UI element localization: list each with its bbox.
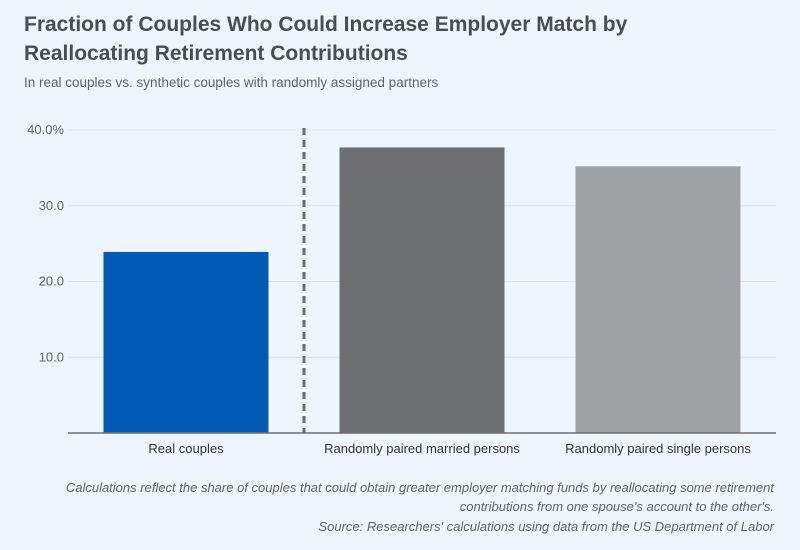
chart-note: Calculations reflect the share of couple… bbox=[65, 480, 774, 514]
chart-source: Source: Researchers' calculations using … bbox=[318, 519, 774, 534]
y-tick-label: 40.0% bbox=[27, 122, 64, 137]
y-tick-label: 10.0 bbox=[39, 349, 64, 364]
x-category-label: Randomly paired married persons bbox=[324, 441, 520, 456]
x-category-label: Randomly paired single persons bbox=[565, 441, 751, 456]
bar-chart: 10.0 20.0 30.0 40.0% Real couples Randomly pa… bbox=[27, 122, 776, 456]
bar bbox=[103, 251, 269, 433]
bar bbox=[575, 166, 741, 434]
chart-subtitle: In real couples vs. synthetic couples wi… bbox=[24, 75, 439, 90]
bar bbox=[339, 147, 505, 434]
y-tick-label: 30.0 bbox=[39, 198, 64, 213]
y-tick-label: 20.0 bbox=[39, 274, 64, 289]
x-category-label: Real couples bbox=[148, 441, 224, 456]
chart-title: Fraction of Couples Who Could Increase E… bbox=[24, 13, 628, 65]
